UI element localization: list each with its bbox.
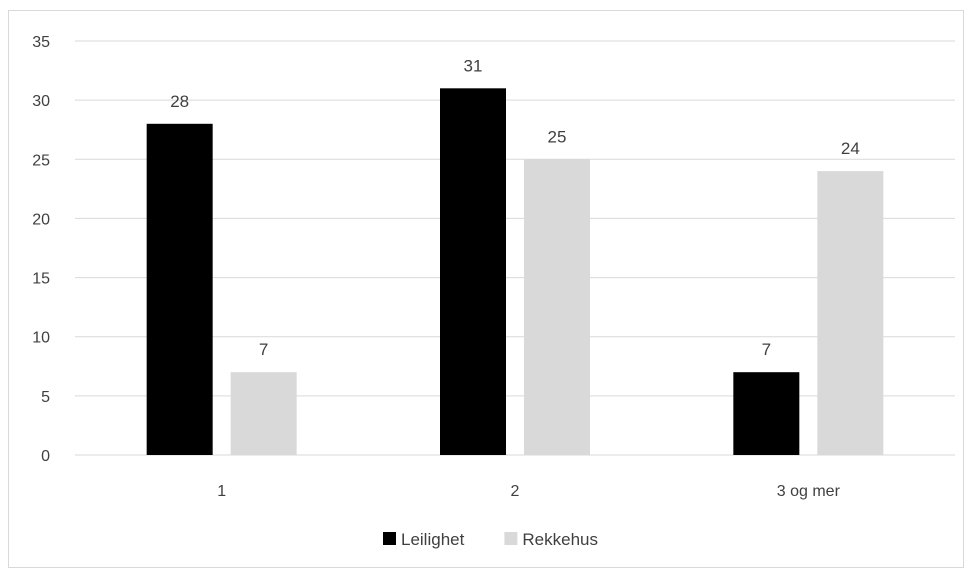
bar-leilighet: [440, 88, 506, 456]
y-tick-label: 5: [41, 389, 50, 406]
y-tick-label: 30: [32, 93, 50, 110]
bar-leilighet: [146, 123, 213, 456]
bar-leilighet: [733, 372, 800, 455]
gridlines: [75, 40, 955, 456]
legend-swatch: [383, 532, 396, 545]
bar-rekkehus: [524, 159, 590, 456]
y-tick-label: 0: [41, 448, 50, 465]
legend-label: Leilighet: [401, 530, 465, 549]
x-axis-ticks: 1 2 3 og mer: [217, 483, 840, 500]
y-tick-label: 15: [32, 271, 50, 288]
data-label: 7: [762, 340, 771, 359]
bar-rekkehus: [230, 372, 297, 455]
x-tick-label: 3 og mer: [777, 483, 841, 500]
data-labels: 28 7 31 25 7 24: [170, 56, 860, 359]
legend-label: Rekkehus: [522, 530, 598, 549]
legend: Leilighet Rekkehus: [383, 530, 598, 549]
data-label: 7: [259, 340, 268, 359]
data-label: 25: [548, 127, 567, 146]
data-label: 28: [170, 92, 189, 111]
y-tick-label: 20: [32, 211, 50, 228]
y-tick-label: 10: [32, 330, 50, 347]
legend-swatch: [504, 532, 518, 545]
x-tick-label: 1: [217, 483, 226, 500]
y-axis-ticks: 0 5 10 15 20 25 30 35: [32, 34, 50, 465]
y-tick-label: 35: [32, 34, 50, 51]
bar-rekkehus: [817, 171, 884, 455]
data-label: 24: [841, 139, 860, 158]
y-tick-label: 25: [32, 152, 50, 169]
data-label: 31: [464, 56, 483, 75]
x-tick-label: 2: [511, 483, 520, 500]
bars: [146, 88, 884, 456]
